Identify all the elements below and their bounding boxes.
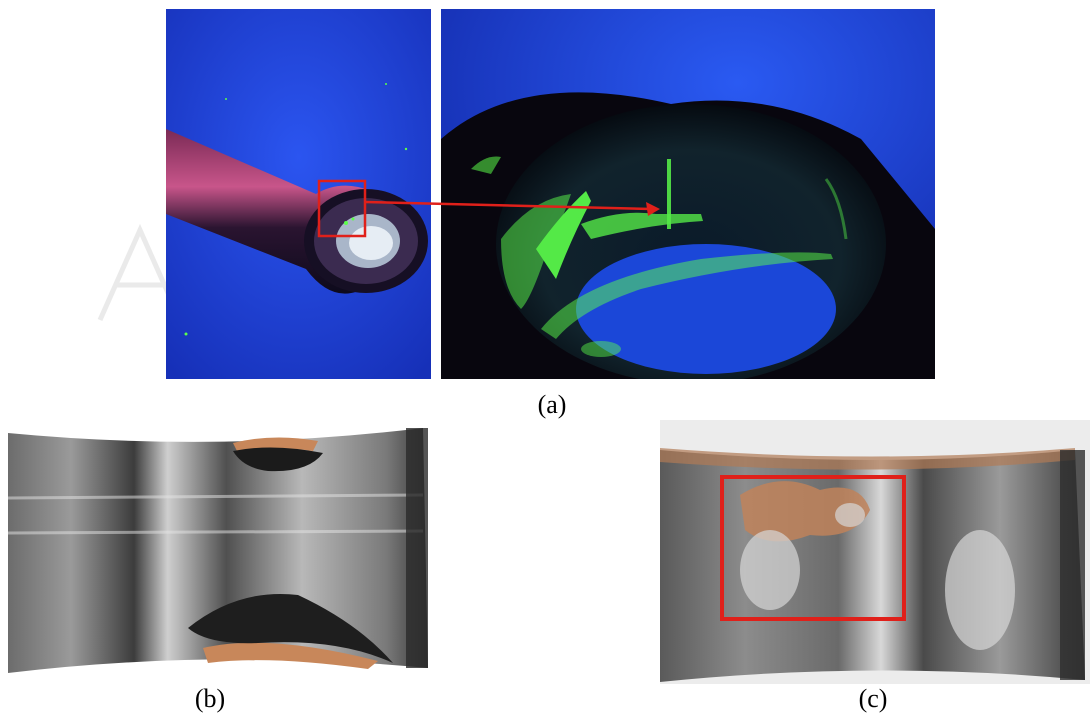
caption-c: (c) [858,684,888,713]
callout-arrow [364,200,660,216]
photo-bearing-shell-c [660,420,1090,684]
photo-bearing-shell-b [8,423,432,673]
caption-b: (b) [194,684,226,713]
caption-a: (a) [537,390,567,419]
photo-crack-indication-zoom [441,9,935,379]
photo-connecting-rod-uv [166,9,431,379]
